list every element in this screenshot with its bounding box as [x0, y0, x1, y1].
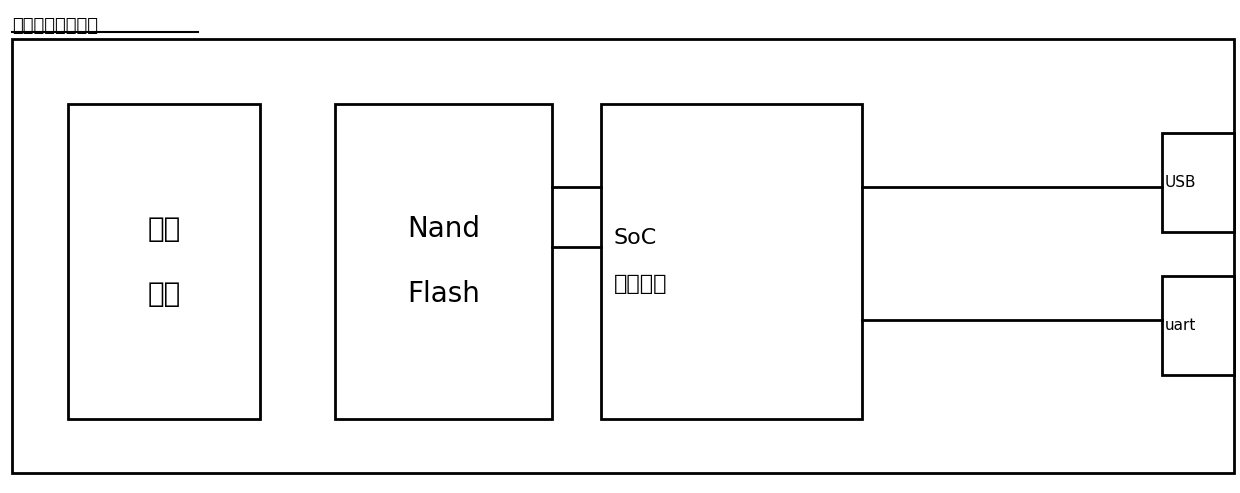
- Bar: [335, 104, 552, 419]
- Text: 平板电脑终端产品: 平板电脑终端产品: [12, 17, 98, 35]
- Bar: [1162, 276, 1234, 375]
- Text: 其他

芯片: 其他 芯片: [148, 215, 181, 308]
- Text: Nand

Flash: Nand Flash: [407, 215, 480, 308]
- Bar: [12, 39, 1234, 473]
- Text: SoC

主控芯片: SoC 主控芯片: [614, 228, 667, 294]
- Text: USB: USB: [1164, 175, 1195, 190]
- Bar: [601, 104, 862, 419]
- Text: uart: uart: [1164, 318, 1195, 333]
- Bar: [1162, 133, 1234, 232]
- Bar: [68, 104, 260, 419]
